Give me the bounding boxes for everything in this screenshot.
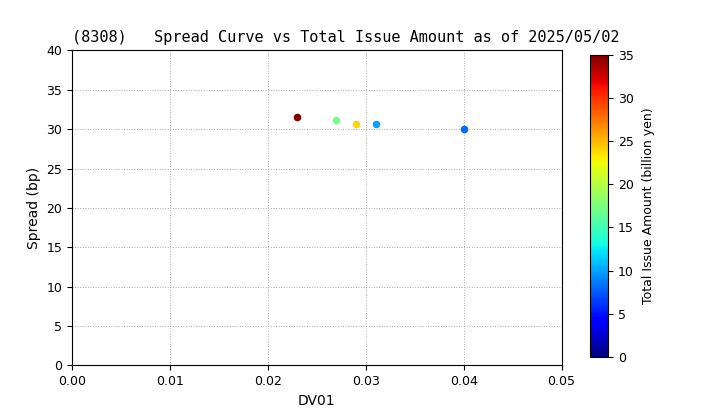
Point [330,116,342,123]
Y-axis label: Total Issue Amount (billion yen): Total Issue Amount (billion yen) [642,108,655,304]
X-axis label: DV01: DV01 [298,394,336,408]
Point [458,126,469,132]
Point [370,120,382,127]
Point [292,114,303,121]
Point [350,120,361,127]
Y-axis label: Spread (bp): Spread (bp) [27,167,41,249]
Text: (8308)   Spread Curve vs Total Issue Amount as of 2025/05/02: (8308) Spread Curve vs Total Issue Amoun… [72,30,619,45]
